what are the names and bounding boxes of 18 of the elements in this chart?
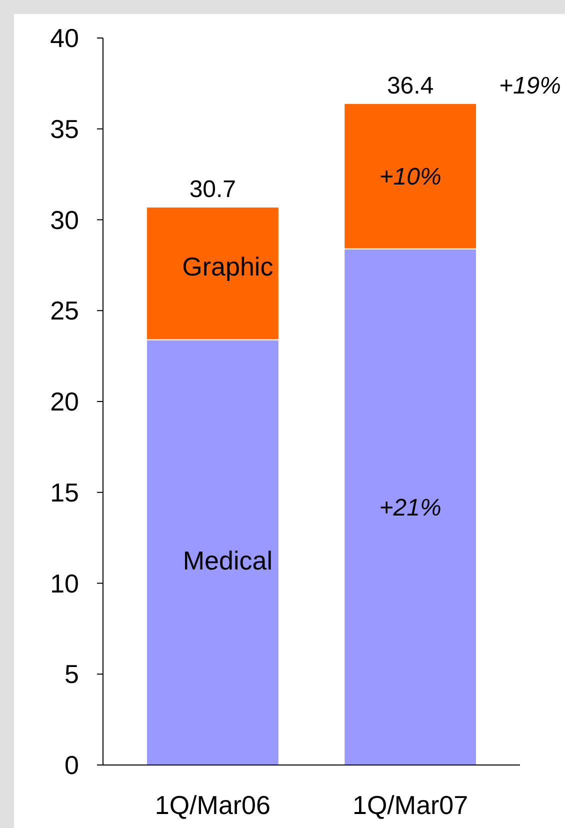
annotation: +19%	[498, 72, 561, 100]
total-label: 36.4	[386, 72, 434, 100]
y-tick-label: 30	[50, 204, 79, 235]
y-tick-label: 20	[50, 386, 79, 417]
x-tick-label: 1Q/Mar06	[154, 790, 270, 820]
series-label: Medical	[182, 545, 272, 576]
y-tick-label: 40	[50, 23, 79, 54]
y-tick-label: 15	[50, 477, 79, 508]
y-tick-label: 0	[64, 750, 79, 780]
series-label: Graphic	[182, 251, 274, 282]
y-tick-label: 5	[64, 659, 79, 690]
y-tick-label: 35	[50, 114, 79, 144]
total-label: 30.7	[189, 176, 236, 204]
annotation: +21%	[379, 494, 442, 522]
y-tick-label: 25	[50, 296, 79, 326]
y-tick-label: 10	[50, 568, 79, 598]
annotation: +10%	[379, 164, 442, 191]
x-tick-label: 1Q/Mar07	[352, 790, 468, 820]
